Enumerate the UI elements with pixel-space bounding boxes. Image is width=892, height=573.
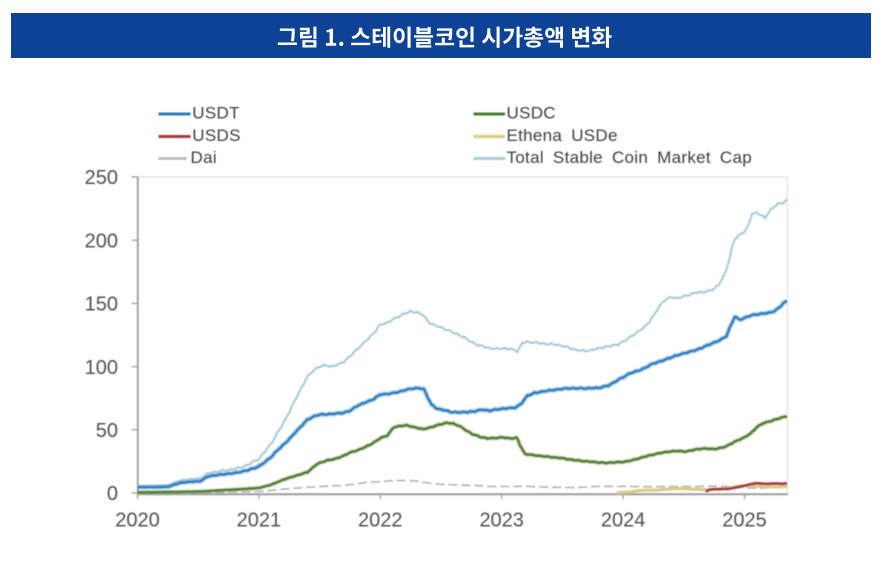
- svg-text:50: 50: [96, 420, 118, 442]
- svg-text:250: 250: [85, 167, 118, 189]
- svg-text:2023: 2023: [479, 510, 524, 532]
- svg-text:100: 100: [85, 357, 118, 379]
- svg-text:2020: 2020: [115, 510, 160, 532]
- svg-text:2025: 2025: [722, 510, 767, 532]
- svg-text:2022: 2022: [358, 510, 403, 532]
- svg-text:2021: 2021: [237, 510, 282, 532]
- svg-text:2024: 2024: [601, 510, 646, 532]
- svg-text:Ethena USDe: Ethena USDe: [507, 126, 618, 145]
- svg-text:USDT: USDT: [192, 104, 239, 123]
- svg-text:USDC: USDC: [507, 104, 556, 123]
- svg-text:0: 0: [107, 483, 118, 505]
- svg-text:150: 150: [85, 294, 118, 316]
- svg-text:200: 200: [85, 230, 118, 252]
- svg-text:Dai: Dai: [191, 148, 217, 167]
- svg-text:Total Stable Coin Market Cap: Total Stable Coin Market Cap: [507, 148, 753, 167]
- svg-text:USDS: USDS: [192, 126, 240, 145]
